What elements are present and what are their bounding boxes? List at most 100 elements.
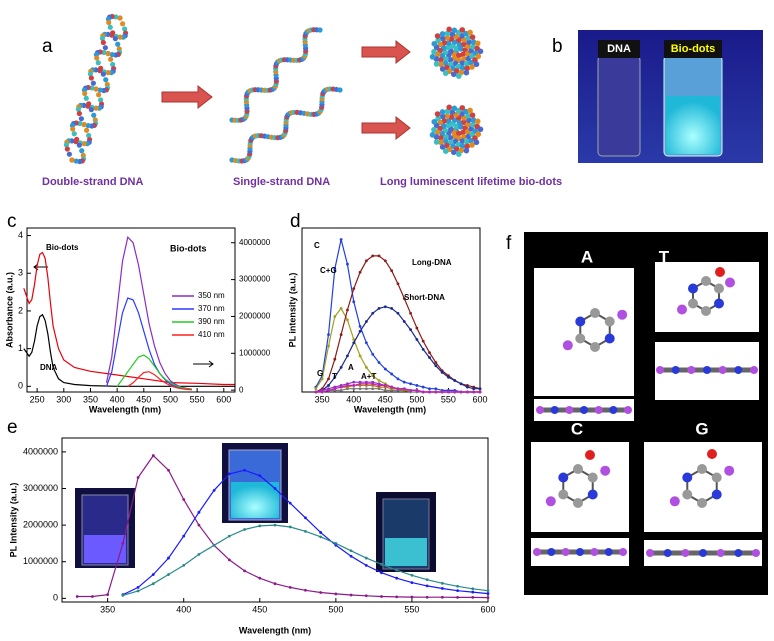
x-tick-label: 450	[252, 604, 267, 614]
y2-tick-label: 1000000	[239, 348, 271, 357]
x-axis-title: Wavelength (nm)	[354, 404, 426, 414]
marker	[349, 549, 353, 553]
marker	[333, 375, 337, 379]
curve-label: T	[332, 372, 337, 381]
atom	[703, 366, 711, 374]
y-tick-label: 4000000	[23, 446, 58, 456]
marker	[472, 387, 476, 391]
atom	[711, 472, 722, 483]
marker	[377, 254, 381, 258]
atom	[456, 41, 463, 48]
atom	[456, 119, 463, 126]
atom	[459, 60, 466, 66]
marker	[415, 388, 419, 392]
marker	[334, 592, 338, 596]
atom	[88, 75, 94, 81]
legend-label: 410 nm	[198, 330, 225, 339]
atom	[456, 73, 462, 79]
base-label: A	[581, 247, 593, 266]
x-tick-label: 450	[378, 394, 393, 404]
marker	[352, 287, 356, 291]
y-tick-label: 1000000	[23, 556, 58, 566]
structure-box	[644, 442, 762, 532]
atom	[463, 69, 470, 76]
marker	[390, 306, 394, 310]
atom	[429, 54, 436, 60]
dna-illustration	[63, 13, 484, 165]
legend-label: 390 nm	[198, 317, 225, 326]
atom	[431, 126, 437, 133]
y-axis-title: Absorbance (a.u.)	[4, 272, 14, 348]
atom	[442, 138, 449, 145]
marker	[471, 587, 475, 591]
atom	[444, 35, 450, 41]
atom	[442, 70, 449, 76]
marker	[288, 525, 292, 529]
atom	[108, 56, 114, 62]
marker	[383, 367, 387, 371]
atom	[81, 121, 87, 128]
marker	[91, 595, 94, 598]
x-tick-label: 400	[346, 394, 361, 404]
vial-cap	[598, 40, 640, 58]
atom	[573, 498, 583, 508]
atom	[446, 104, 453, 111]
atom	[590, 308, 600, 318]
atom	[536, 406, 544, 414]
atom	[433, 139, 440, 145]
marker	[288, 501, 292, 505]
marker	[212, 543, 216, 547]
atom	[106, 19, 112, 26]
marker	[371, 382, 375, 386]
atom	[469, 142, 475, 148]
marker	[258, 474, 262, 478]
marker	[395, 576, 399, 580]
atom	[102, 45, 108, 51]
atom	[433, 61, 440, 67]
marker	[415, 384, 419, 387]
marker	[478, 387, 482, 391]
marker	[339, 388, 343, 392]
marker	[402, 387, 406, 391]
marker	[151, 573, 155, 576]
atom	[682, 472, 693, 483]
atom	[122, 26, 128, 32]
marker	[333, 267, 337, 271]
atom	[97, 87, 103, 93]
atom	[66, 151, 72, 157]
atom	[469, 112, 476, 118]
marker	[465, 390, 469, 394]
atom	[461, 55, 467, 62]
atom	[724, 465, 735, 476]
marker	[314, 390, 318, 394]
atom	[699, 549, 707, 557]
atom	[459, 27, 466, 33]
atom	[90, 80, 96, 86]
atom	[604, 548, 613, 556]
marker	[396, 282, 400, 286]
curve-label: C+G	[320, 266, 337, 275]
marker	[314, 387, 318, 391]
atom	[459, 105, 466, 111]
marker	[447, 375, 450, 379]
caption: Double-strand DNA	[42, 176, 144, 188]
atom	[439, 66, 446, 72]
atom	[587, 489, 598, 500]
x-tick-label: 250	[30, 394, 45, 404]
marker	[121, 594, 125, 597]
atom	[448, 36, 455, 42]
atom	[99, 35, 106, 42]
atom	[473, 61, 480, 68]
x-tick-label: 300	[56, 394, 71, 404]
marker	[486, 589, 490, 593]
atom	[469, 64, 475, 70]
arrow	[161, 84, 213, 110]
vial-glow	[666, 96, 720, 154]
atom	[575, 333, 586, 344]
marker	[352, 300, 356, 304]
marker	[349, 554, 353, 558]
atom	[671, 366, 680, 374]
x-axis-title: Wavelength (nm)	[89, 404, 161, 414]
atom	[473, 139, 480, 146]
